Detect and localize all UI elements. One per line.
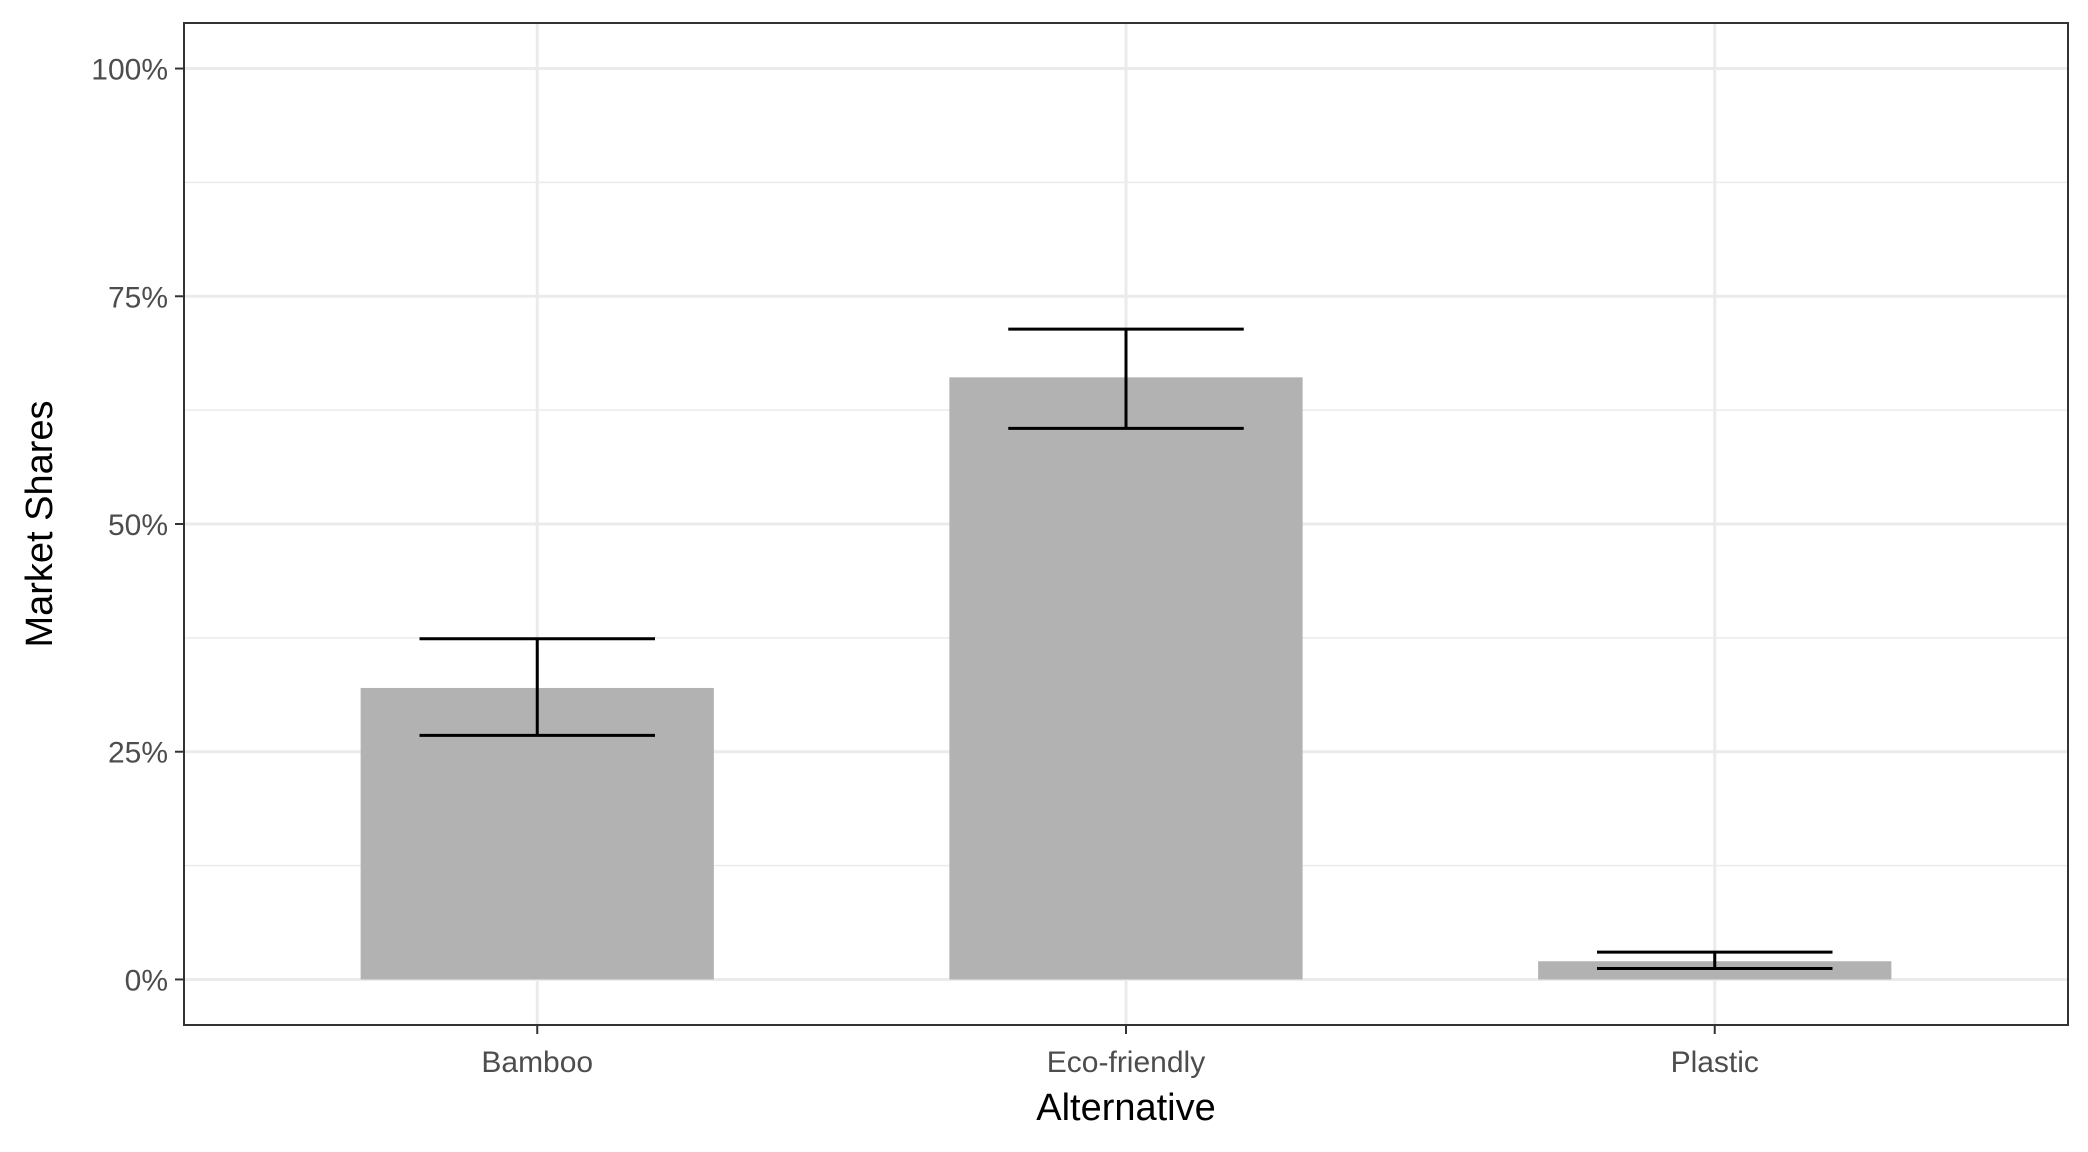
y-ticks: 0% 25% 50% 75% 100% [91, 54, 184, 997]
x-tick-label: Plastic [1671, 1046, 1759, 1079]
error-bar [1008, 327, 1244, 430]
y-tick-label: 0% [125, 964, 168, 997]
x-axis-title: Alternative [1036, 1087, 1216, 1129]
x-tick-label: Eco-friendly [1047, 1046, 1205, 1079]
y-tick-label: 25% [108, 737, 168, 770]
error-bars [419, 327, 1833, 971]
y-tick-label: 75% [108, 281, 168, 314]
y-tick-label: 100% [91, 54, 168, 87]
error-bar [1597, 950, 1833, 971]
x-tick-label: Bamboo [481, 1046, 593, 1079]
bars [360, 377, 1892, 980]
error-bar [419, 637, 655, 737]
bar-eco-friendly [949, 377, 1303, 980]
x-ticks: Bamboo Eco-friendly Plastic [481, 1025, 1759, 1079]
bar-plastic [1538, 961, 1892, 980]
y-axis-title: Market Shares [19, 400, 61, 647]
y-tick-label: 50% [108, 509, 168, 542]
